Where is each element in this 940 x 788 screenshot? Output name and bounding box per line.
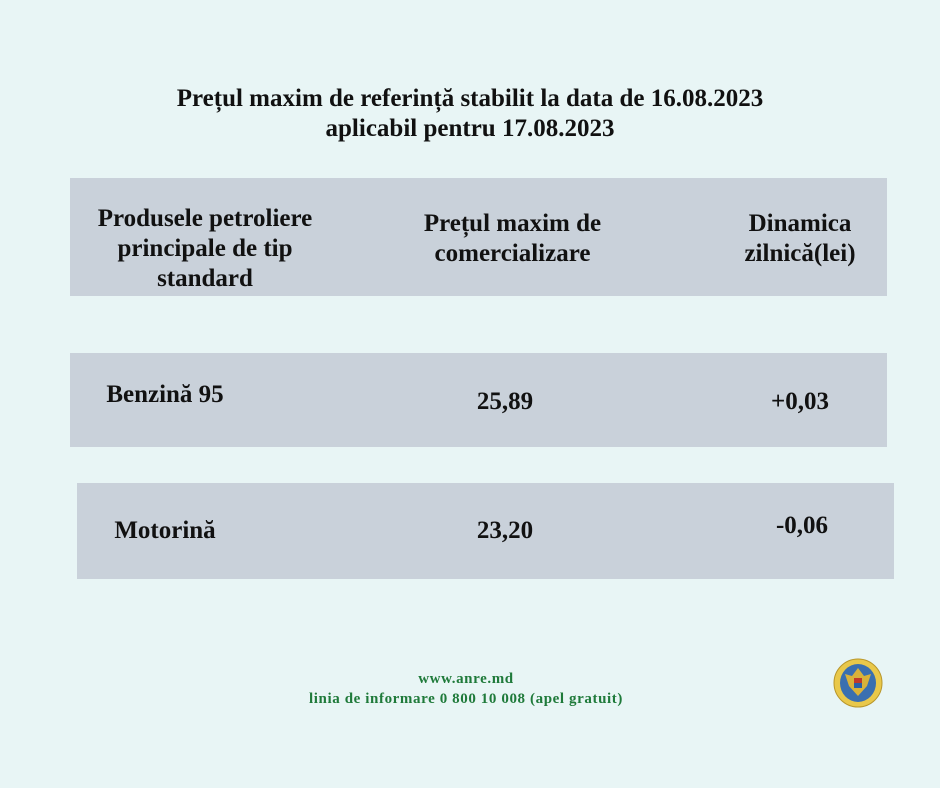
row-motorina xyxy=(77,483,894,579)
title-line-1: Prețul maxim de referință stabilit la da… xyxy=(176,85,764,112)
header-change: Dinamica zilnică(lei) xyxy=(744,210,856,267)
row-benzina xyxy=(70,353,887,447)
product-name: Motorină xyxy=(114,517,216,544)
change-value: +0,03 xyxy=(771,388,829,415)
website-link[interactable]: www.anre.md xyxy=(418,671,514,687)
product-name: Benzină 95 xyxy=(106,381,224,408)
price-value: 25,89 xyxy=(476,388,534,415)
price-value: 23,20 xyxy=(476,517,534,544)
title-line-2: aplicabil pentru 17.08.2023 xyxy=(325,115,615,142)
change-value: -0,06 xyxy=(775,512,829,539)
coat-of-arms-emblem-icon xyxy=(833,658,883,708)
hotline-text: linia de informare 0 800 10 008 (apel gr… xyxy=(309,691,623,707)
header-band xyxy=(70,178,887,296)
header-price: Prețul maxim de comercializare xyxy=(423,210,602,267)
header-product: Produsele petroliere principale de tip s… xyxy=(97,205,313,292)
